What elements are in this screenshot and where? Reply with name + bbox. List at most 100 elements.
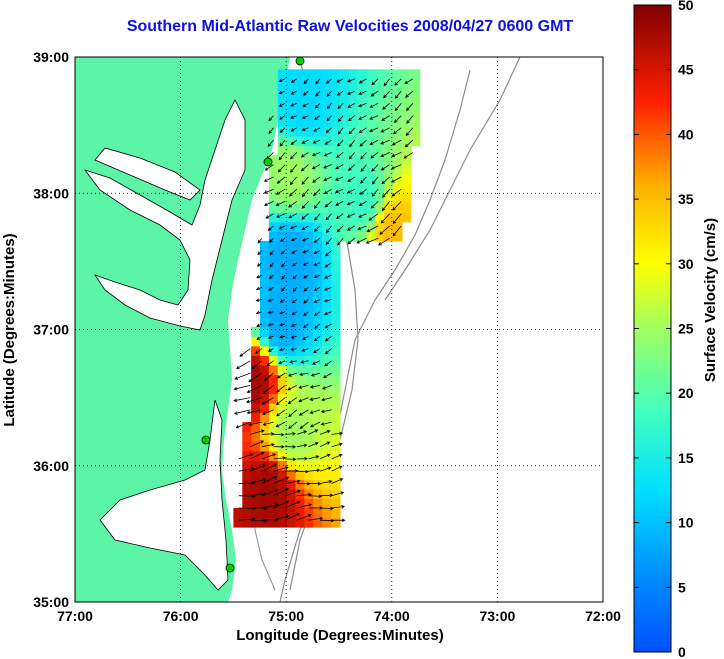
- velocity-cell: [375, 183, 385, 194]
- velocity-cell: [322, 488, 332, 499]
- velocity-arrow: [288, 213, 297, 219]
- velocity-cell: [384, 183, 394, 194]
- velocity-arrow: [381, 176, 390, 185]
- velocity-arrow: [371, 188, 379, 197]
- velocity-cell: [304, 403, 314, 414]
- velocity-cell: [286, 250, 297, 261]
- velocity-cell: [331, 250, 341, 261]
- velocity-arrow: [267, 310, 274, 315]
- velocity-cell: [313, 78, 323, 89]
- velocity-cell: [322, 97, 332, 108]
- velocity-arrow: [301, 188, 309, 198]
- velocity-cell: [286, 231, 297, 242]
- velocity-cell: [268, 364, 279, 375]
- velocity-arrow: [319, 506, 334, 511]
- velocity-cell: [295, 126, 305, 137]
- velocity-arrow: [357, 225, 367, 231]
- velocity-arrow: [378, 237, 390, 246]
- velocity-arrow: [326, 90, 332, 97]
- velocity-cell: [313, 393, 323, 404]
- velocity-cell: [331, 116, 341, 127]
- velocity-cell: [331, 450, 341, 461]
- velocity-arrow: [308, 516, 324, 521]
- velocity-arrow: [358, 127, 367, 134]
- velocity-cell: [410, 97, 421, 108]
- velocity-cell: [313, 107, 323, 118]
- velocity-cell: [286, 479, 297, 490]
- velocity-cell: [401, 136, 412, 147]
- velocity-cell: [277, 479, 288, 490]
- velocity-cell: [313, 269, 323, 280]
- velocity-arrow: [302, 323, 309, 329]
- velocity-cell: [366, 193, 376, 204]
- velocity-cell: [260, 298, 270, 309]
- velocity-cell: [277, 326, 288, 337]
- velocity-cell: [277, 279, 288, 290]
- velocity-cell: [268, 412, 279, 423]
- velocity-cell: [268, 441, 279, 452]
- velocity-cell: [304, 221, 314, 232]
- velocity-arrow: [331, 453, 343, 460]
- velocity-cell: [295, 78, 305, 89]
- velocity-arrow: [335, 164, 344, 170]
- velocity-cell: [322, 231, 332, 242]
- velocity-cell: [260, 517, 270, 528]
- velocity-cell: [384, 78, 394, 89]
- colorbar-label: Surface Velocity (cm/s): [702, 218, 719, 382]
- velocity-cell: [331, 78, 341, 89]
- velocity-cell: [322, 116, 332, 127]
- velocity-cell: [268, 498, 279, 509]
- velocity-cell: [295, 97, 305, 108]
- velocity-cell: [295, 412, 305, 423]
- velocity-arrow: [276, 176, 286, 184]
- velocity-cell: [366, 212, 376, 223]
- velocity-cell: [268, 260, 279, 271]
- velocity-arrow: [392, 127, 402, 135]
- velocity-cell: [322, 422, 332, 433]
- velocity-cell: [295, 164, 305, 175]
- velocity-arrow: [267, 322, 274, 327]
- velocity-arrow: [380, 139, 390, 145]
- velocity-cell: [357, 174, 368, 185]
- velocity-cell: [331, 326, 341, 337]
- velocity-arrow: [313, 274, 321, 279]
- velocity-cell: [286, 107, 297, 118]
- velocity-cell: [384, 116, 394, 127]
- velocity-cell: [295, 183, 305, 194]
- velocity-cell: [304, 269, 314, 280]
- velocity-cell: [260, 250, 270, 261]
- velocity-arrow: [261, 397, 274, 405]
- velocity-arrow: [348, 164, 356, 171]
- velocity-cell: [384, 145, 394, 156]
- depth-contour: [384, 57, 521, 301]
- velocity-arrow: [324, 323, 332, 329]
- velocity-cell: [322, 498, 332, 509]
- velocity-cell: [286, 364, 297, 375]
- velocity-arrow: [405, 127, 414, 137]
- lon-tick-label: 73:00: [479, 608, 515, 624]
- velocity-arrow: [371, 176, 379, 185]
- velocity-cell: [331, 422, 341, 433]
- velocity-cell: [339, 183, 350, 194]
- velocity-cell: [260, 326, 270, 337]
- velocity-cell: [331, 508, 341, 519]
- velocity-cell: [348, 155, 359, 166]
- lat-tick-label: 36:00: [33, 458, 69, 474]
- velocity-arrow: [314, 213, 321, 221]
- velocity-cell: [401, 212, 412, 223]
- velocity-cell: [295, 345, 305, 356]
- velocity-cell: [295, 269, 305, 280]
- velocity-cell: [277, 260, 288, 271]
- velocity-cell: [393, 107, 403, 118]
- velocity-arrow: [256, 335, 263, 340]
- velocity-cell: [331, 240, 341, 251]
- velocity-arrow: [288, 409, 298, 417]
- velocity-cell: [304, 298, 314, 309]
- velocity-cell: [286, 403, 297, 414]
- velocity-cell: [260, 288, 270, 299]
- velocity-cell: [348, 193, 359, 204]
- velocity-cell: [375, 212, 385, 223]
- velocity-cell: [313, 279, 323, 290]
- velocity-arrow: [275, 201, 286, 207]
- velocity-cell: [384, 126, 394, 137]
